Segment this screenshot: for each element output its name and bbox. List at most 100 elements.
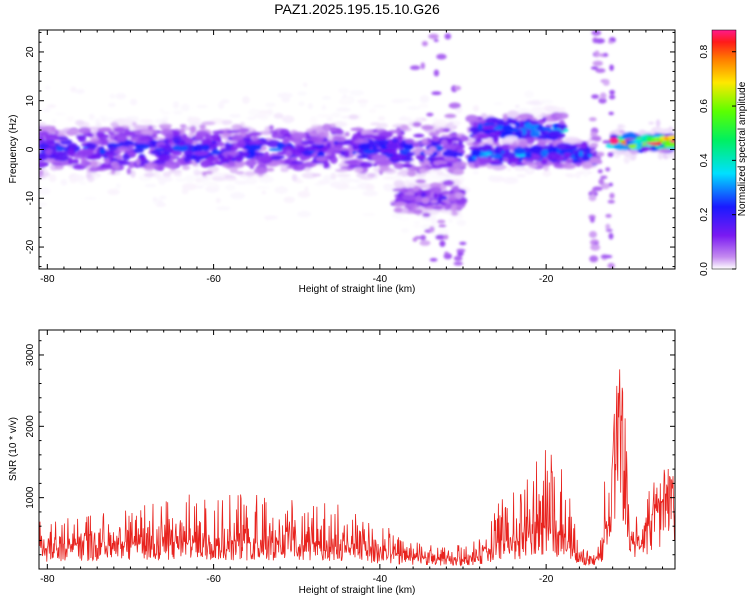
spectrogram-cell bbox=[518, 139, 528, 148]
spectrogram-cell bbox=[158, 144, 171, 148]
spectrogram-cell bbox=[488, 175, 496, 182]
spectrogram-cell bbox=[589, 158, 602, 165]
spectrogram-cell bbox=[617, 124, 623, 130]
spectrogram-cell bbox=[419, 240, 431, 246]
spectrogram-cell bbox=[79, 148, 94, 157]
spectrogram-cell bbox=[39, 161, 47, 169]
spectrogram-cell bbox=[431, 136, 441, 142]
spectrogram-cell bbox=[607, 199, 615, 204]
spectrogram-cell bbox=[598, 97, 607, 104]
spectrogram-cell bbox=[393, 174, 404, 179]
spectrogram-cell bbox=[438, 127, 445, 133]
spectrogram-cell bbox=[605, 167, 611, 172]
spectrogram-cell bbox=[290, 160, 304, 165]
spectrogram-cell bbox=[343, 160, 359, 165]
spectrogram-cell bbox=[393, 201, 407, 207]
spectrogram-cell bbox=[453, 255, 463, 262]
spectrogram-cell bbox=[448, 121, 454, 130]
spectrogram-cell bbox=[362, 134, 376, 139]
spectrogram-cell bbox=[592, 60, 603, 67]
spectrogram-cell bbox=[193, 150, 209, 156]
spectrogram-cell bbox=[429, 258, 438, 262]
x-tick-label: -80 bbox=[40, 274, 55, 285]
spectrogram-cell bbox=[131, 148, 144, 154]
spectrogram-cell bbox=[608, 182, 613, 187]
spectrogram-cell bbox=[173, 173, 182, 177]
spectrogram-cell bbox=[321, 104, 327, 111]
spectrogram-cell bbox=[409, 65, 421, 70]
spectrogram-cell bbox=[103, 117, 116, 122]
spectrogram-cell bbox=[99, 115, 107, 119]
spectrogram-cell bbox=[67, 148, 75, 157]
spectrogram-cell bbox=[285, 149, 293, 158]
spectrogram-cell bbox=[350, 127, 365, 132]
spectrogram-cell bbox=[669, 139, 675, 143]
spectrogram-cell bbox=[495, 143, 501, 147]
spectrogram-cell bbox=[108, 102, 116, 108]
spectrogram-cell bbox=[608, 111, 614, 116]
spectrogram-cell bbox=[162, 171, 172, 177]
spectrogram-cell bbox=[352, 179, 362, 183]
spectrogram-cell bbox=[444, 251, 449, 255]
spectrogram-cell bbox=[559, 107, 566, 111]
spectrogram-cell bbox=[67, 157, 73, 165]
spectrogram-cell bbox=[555, 112, 569, 120]
spectrogram-cell bbox=[671, 135, 675, 140]
spectrogram-cell bbox=[465, 114, 479, 123]
spectrogram-cell bbox=[443, 156, 456, 161]
spectrogram-cell bbox=[564, 136, 579, 141]
spectrogram-cell bbox=[214, 184, 220, 191]
spectrogram-cell bbox=[359, 143, 371, 151]
spectrogram-cell bbox=[194, 133, 204, 141]
spectrogram-cell bbox=[598, 178, 605, 185]
spectrogram-cell bbox=[609, 192, 615, 199]
spectrogram-cell bbox=[439, 240, 446, 247]
spectrogram-cell bbox=[442, 128, 451, 133]
spectrogram-cell bbox=[600, 175, 608, 180]
spectrogram-cell bbox=[164, 133, 174, 139]
spectrogram-cell bbox=[244, 177, 258, 185]
spectrogram-cell bbox=[619, 130, 625, 134]
spectrogram-cell bbox=[39, 187, 51, 195]
spectrogram-cell bbox=[589, 255, 599, 263]
colorbar-axes: 0.0 0.2 0.4 0.6 0.8 bbox=[699, 29, 737, 276]
spectrogram-cell bbox=[357, 99, 369, 104]
spectrogram-cell bbox=[517, 165, 522, 172]
colorbar-label: Normalized spectral amplitude bbox=[737, 81, 748, 216]
spectrogram-cell bbox=[421, 197, 430, 204]
spectrogram-cell bbox=[352, 151, 357, 155]
y-tick-label: 3000 bbox=[25, 343, 36, 366]
spectrogram-cell bbox=[420, 234, 426, 241]
spectrogram-cell bbox=[489, 161, 504, 166]
spectrogram-cell bbox=[315, 156, 327, 162]
spectrogram-cell bbox=[373, 163, 378, 167]
y-tick-label: 2000 bbox=[25, 415, 36, 438]
spectrogram-cell bbox=[578, 150, 584, 157]
spectrogram-cell bbox=[589, 231, 597, 238]
colorbar-tick-label: 0.0 bbox=[699, 262, 710, 276]
spectrogram-cell bbox=[157, 199, 163, 207]
spectrogram-cell bbox=[404, 138, 415, 144]
spectrogram-cell bbox=[195, 143, 204, 149]
spectrogram-cell bbox=[215, 197, 221, 204]
spectrogram-cell bbox=[608, 40, 614, 44]
spectrogram-cell bbox=[448, 102, 461, 109]
spectrogram-cell bbox=[596, 151, 605, 157]
colorbar: 0.0 0.2 0.4 0.6 0.8 Normalized spectral ampl… bbox=[699, 29, 748, 276]
spectrogram-cell bbox=[429, 182, 442, 189]
spectrogram-cell bbox=[651, 126, 663, 134]
spectrogram-cell bbox=[322, 162, 331, 169]
spectrogram-cell bbox=[122, 153, 130, 161]
spectrogram-cell bbox=[307, 103, 313, 110]
spectrogram-cell bbox=[221, 119, 233, 125]
spectrogram-cell bbox=[111, 143, 123, 147]
spectrogram-cell bbox=[297, 91, 307, 96]
spectrogram-cell bbox=[483, 151, 492, 156]
spectrogram-cell bbox=[166, 164, 179, 168]
spectrogram-cell bbox=[559, 119, 565, 126]
spectrogram-cell bbox=[513, 147, 526, 155]
spectrogram-cell bbox=[406, 170, 417, 177]
spectrogram-cell bbox=[86, 143, 97, 150]
spectrogram-cell bbox=[181, 188, 189, 195]
spectrogram-cell bbox=[201, 144, 210, 152]
